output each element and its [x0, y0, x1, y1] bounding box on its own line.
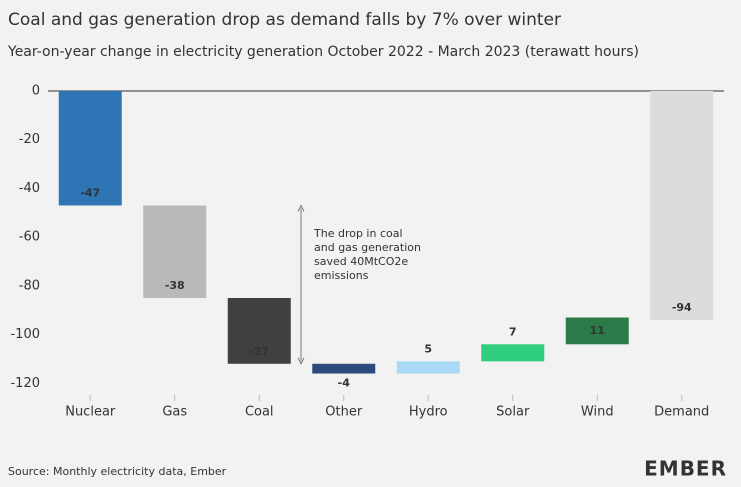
bar	[58, 91, 122, 206]
chart-title: Coal and gas generation drop as demand f…	[8, 10, 561, 30]
data-label: 7	[509, 325, 517, 338]
data-label: -4	[338, 377, 351, 390]
chart-subtitle: Year-on-year change in electricity gener…	[7, 44, 639, 60]
bar	[143, 205, 207, 299]
data-label: -94	[672, 301, 692, 314]
annotation: emissions	[314, 269, 369, 282]
x-tick-label: Gas	[162, 405, 187, 420]
y-tick-label: -100	[10, 327, 40, 342]
x-tick-label: Coal	[245, 405, 274, 420]
bar	[396, 361, 460, 374]
x-tick-label: Demand	[654, 405, 709, 420]
bar	[565, 317, 629, 345]
y-tick-label: -60	[19, 230, 40, 245]
bar	[650, 91, 714, 320]
x-tick-label: Other	[325, 405, 363, 420]
x-tick-label: Nuclear	[65, 405, 116, 420]
y-tick-label: -40	[19, 181, 40, 196]
annotation: saved 40MtCO2e	[314, 255, 408, 268]
x-tick-label: Wind	[581, 405, 614, 420]
data-label: 11	[590, 324, 605, 337]
source: Source: Monthly electricity data, Ember	[8, 465, 227, 478]
data-label: -38	[165, 279, 185, 292]
annotation: The drop in coal	[313, 227, 403, 240]
y-tick-label: -20	[19, 132, 40, 147]
logo: EMBER	[644, 457, 727, 481]
bar	[227, 298, 291, 364]
bar	[481, 344, 545, 362]
data-label: -47	[80, 186, 100, 199]
bar	[312, 363, 376, 374]
annotation: and gas generation	[314, 241, 421, 254]
data-label: 5	[424, 342, 432, 355]
y-tick-label: 0	[32, 84, 40, 99]
y-tick-label: -80	[19, 278, 40, 293]
y-tick-label: -120	[10, 376, 40, 391]
arrow-head	[297, 204, 305, 212]
x-tick-label: Solar	[496, 405, 530, 420]
x-tick-label: Hydro	[409, 405, 448, 420]
arrow-head	[297, 357, 305, 365]
data-label: -27	[249, 345, 269, 358]
